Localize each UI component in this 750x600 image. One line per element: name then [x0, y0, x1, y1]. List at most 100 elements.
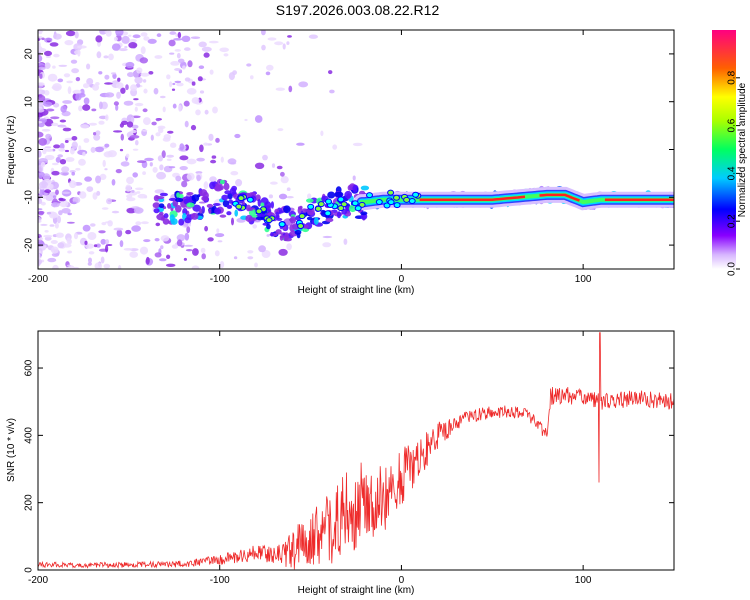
- noise-blob: [147, 38, 157, 44]
- x-tick-label: -200: [28, 274, 48, 285]
- signal-core: [419, 195, 526, 201]
- noise-blob: [96, 190, 101, 196]
- signal-blob: [184, 217, 192, 224]
- noise-blob: [184, 232, 190, 241]
- noise-blob: [134, 106, 138, 112]
- noise-blob: [200, 247, 206, 253]
- noise-blob: [261, 250, 271, 258]
- noise-blob: [44, 154, 55, 161]
- signal-blob: [206, 203, 214, 208]
- noise-blob: [215, 137, 220, 143]
- noise-blob: [106, 198, 113, 205]
- noise-blob: [52, 264, 59, 269]
- noise-blob: [287, 35, 292, 38]
- noise-blob: [113, 101, 119, 106]
- noise-blob: [90, 146, 96, 153]
- y-tick-label: -10: [24, 190, 35, 205]
- noise-blob: [191, 81, 196, 86]
- noise-blob: [128, 34, 132, 37]
- snr-series-line: [38, 332, 674, 570]
- noise-blob: [142, 108, 148, 113]
- noise-blob: [175, 175, 182, 182]
- signal-blob: [247, 207, 254, 211]
- noise-blob: [59, 119, 67, 123]
- noise-blob: [66, 264, 71, 267]
- noise-blob: [179, 155, 189, 161]
- noise-blob: [211, 155, 217, 159]
- x-tick-label: 0: [399, 274, 405, 285]
- noise-blob: [79, 191, 87, 199]
- noise-blob: [116, 91, 121, 99]
- signal-blob: [302, 224, 309, 229]
- noise-blob: [268, 194, 273, 199]
- bright-spot: [403, 196, 411, 203]
- signal-blob: [176, 192, 181, 198]
- noise-blob: [254, 262, 258, 268]
- noise-blob: [98, 230, 106, 234]
- noise-blob: [158, 127, 164, 134]
- noise-blob: [80, 124, 90, 129]
- noise-blob: [49, 42, 59, 47]
- signal-blob: [179, 194, 184, 199]
- noise-blob: [209, 69, 214, 75]
- noise-blob: [254, 162, 265, 169]
- signal-blob: [231, 185, 238, 192]
- noise-blob: [151, 121, 157, 126]
- noise-blob: [51, 202, 60, 208]
- noise-blob: [53, 53, 60, 58]
- noise-blob: [207, 237, 214, 242]
- noise-blob: [115, 169, 122, 174]
- noise-blob: [217, 240, 223, 243]
- noise-blob: [47, 183, 54, 189]
- signal-blob: [227, 192, 233, 200]
- noise-blob: [47, 73, 58, 82]
- noise-blob: [143, 88, 148, 94]
- colorbar-tick-label: 0.8: [727, 70, 738, 84]
- noise-blob: [38, 158, 48, 165]
- colorbar-tick-label: 0.2: [727, 214, 738, 228]
- noise-blob: [170, 142, 177, 148]
- noise-blob: [85, 243, 95, 249]
- noise-blob: [142, 171, 147, 176]
- noise-blob: [166, 154, 174, 158]
- noise-blob: [82, 104, 91, 111]
- noise-blob: [51, 170, 60, 176]
- noise-blob: [176, 52, 181, 59]
- signal-blob: [162, 218, 170, 225]
- noise-blob: [155, 132, 161, 137]
- noise-blob: [307, 193, 312, 200]
- noise-blob: [125, 61, 135, 69]
- noise-blob: [49, 224, 55, 227]
- noise-blob: [286, 196, 294, 199]
- noise-blob: [100, 256, 105, 264]
- noise-blob: [63, 73, 71, 78]
- noise-blob: [43, 90, 50, 96]
- signal-core: [539, 193, 580, 202]
- noise-blob: [96, 51, 102, 59]
- noise-blob: [203, 142, 209, 146]
- noise-blob: [84, 176, 92, 182]
- noise-blob: [104, 92, 115, 98]
- noise-blob: [185, 249, 193, 252]
- snr-frame: [37, 330, 675, 571]
- noise-blob: [166, 74, 171, 80]
- bright-spot: [387, 199, 395, 206]
- noise-blob: [197, 76, 203, 82]
- noise-blob: [343, 238, 348, 245]
- noise-blob: [174, 49, 181, 52]
- noise-blob: [104, 30, 110, 33]
- noise-blob: [42, 101, 53, 107]
- spectrogram-x-axis-label: Height of straight line (km): [298, 285, 415, 296]
- noise-blob: [92, 192, 98, 200]
- noise-blob: [64, 140, 69, 143]
- noise-blob: [261, 44, 266, 51]
- noise-blob: [168, 39, 176, 47]
- noise-blob: [38, 240, 45, 247]
- noise-blob: [266, 234, 270, 237]
- noise-blob: [271, 163, 276, 168]
- noise-blob: [142, 129, 148, 132]
- noise-blob: [40, 201, 46, 206]
- x-tick-label: -200: [28, 575, 48, 586]
- noise-blob: [204, 225, 209, 232]
- noise-blob: [101, 207, 109, 210]
